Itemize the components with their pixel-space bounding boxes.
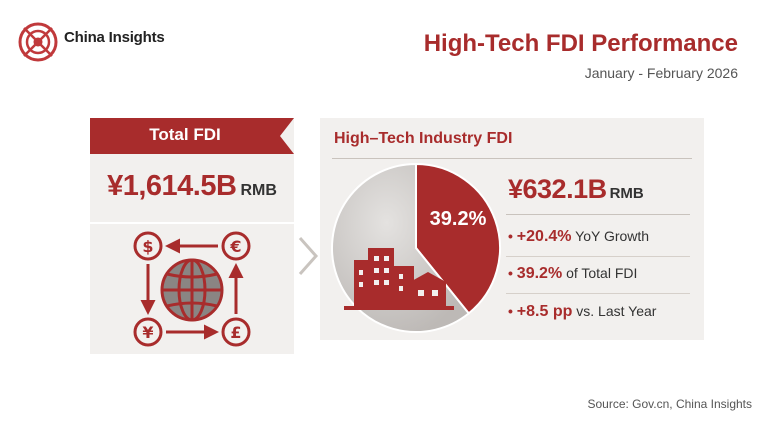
svg-text:$: $: [142, 237, 153, 256]
total-fdi-amount: ¥1,614.5B: [107, 170, 237, 202]
svg-text:£: £: [230, 323, 241, 342]
total-fdi-value: ¥1,614.5B RMB: [90, 170, 294, 203]
total-fdi-panel: Total FDI ¥1,614.5B RMB $ €: [90, 118, 294, 354]
value-divider: [506, 214, 690, 215]
bullet: •: [508, 228, 513, 244]
svg-text:€: €: [229, 237, 241, 256]
total-fdi-label: Total FDI: [149, 125, 221, 144]
high-tech-fdi-label: High–Tech Industry FDI: [334, 130, 513, 147]
svg-text:¥: ¥: [142, 323, 153, 342]
metric-text: vs. Last Year: [576, 303, 657, 319]
metric-text: of Total FDI: [566, 265, 638, 281]
page-title: High-Tech FDI Performance: [423, 30, 738, 57]
high-tech-fdi-panel: High–Tech Industry FDI: [320, 118, 704, 340]
metric-yoy-growth: • +20.4% YoY Growth: [508, 228, 649, 246]
metric-value: +20.4%: [516, 228, 572, 245]
metric-text: YoY Growth: [575, 228, 650, 244]
pie-data-label: 39.2%: [429, 208, 487, 230]
high-tech-share-pie-chart: [331, 162, 501, 333]
bullet: •: [508, 303, 513, 319]
header-divider: [332, 158, 692, 159]
metric-divider: [506, 293, 690, 294]
metric-share-of-total: • 39.2% of Total FDI: [508, 265, 637, 283]
factory-buildings-icon: [344, 248, 454, 310]
china-insights-logo-icon: [18, 22, 58, 62]
globe-currency-exchange-icon: $ € ¥ £: [133, 231, 251, 347]
total-fdi-header: Total FDI: [90, 118, 294, 154]
metric-value: +8.5 pp: [516, 303, 573, 320]
metric-divider: [506, 256, 690, 257]
bullet: •: [508, 265, 513, 281]
chevron-right-icon: [298, 237, 319, 275]
source-note: Source: Gov.cn, China Insights: [587, 397, 752, 411]
total-fdi-unit: RMB: [240, 182, 277, 199]
pie-slice-high-tech: [415, 162, 501, 315]
metric-pp-change: • +8.5 pp vs. Last Year: [508, 303, 656, 321]
metric-value: 39.2%: [516, 265, 563, 282]
divider: [90, 222, 294, 224]
high-tech-fdi-value: ¥632.1B RMB: [508, 174, 644, 205]
page-subtitle: January - February 2026: [584, 65, 738, 81]
high-tech-fdi-amount: ¥632.1B: [508, 174, 607, 204]
high-tech-fdi-unit: RMB: [609, 185, 644, 202]
brand-name: China Insights: [64, 29, 165, 46]
